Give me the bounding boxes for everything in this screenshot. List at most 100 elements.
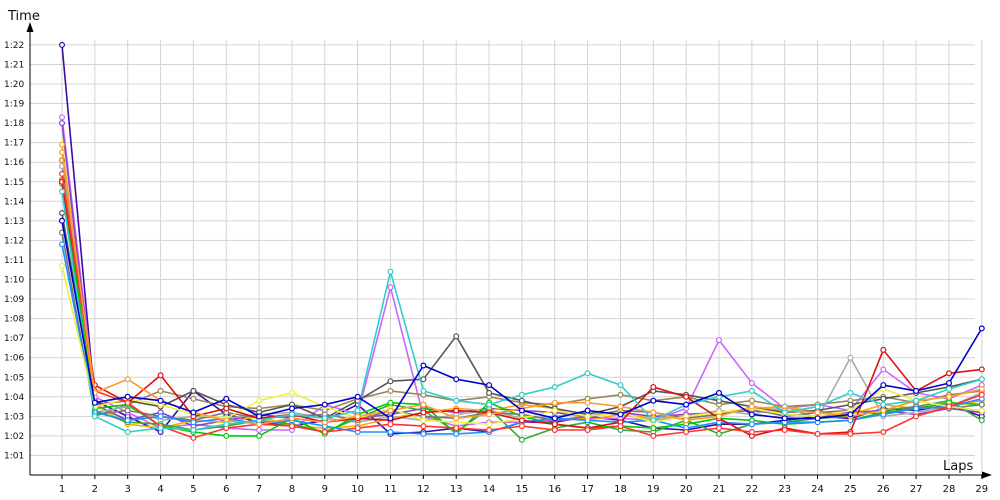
data-point <box>617 403 624 410</box>
data-point <box>486 427 493 434</box>
y-tick-label: 1:13 <box>4 217 24 227</box>
data-point <box>289 411 296 418</box>
data-point <box>551 427 558 434</box>
data-point <box>551 421 558 428</box>
data-point <box>387 399 394 406</box>
data-point <box>518 417 525 424</box>
data-point <box>190 419 197 426</box>
data-point <box>289 389 296 396</box>
y-tick-label: 1:19 <box>4 100 24 110</box>
data-point <box>223 421 230 428</box>
data-point <box>847 354 854 361</box>
x-tick-label: 29 <box>975 484 988 495</box>
data-point <box>486 411 493 418</box>
data-point <box>256 397 263 404</box>
data-point <box>913 405 920 412</box>
data-point <box>715 413 722 420</box>
x-tick-label: 10 <box>351 484 364 495</box>
data-point <box>223 432 230 439</box>
data-point <box>453 415 460 422</box>
data-point <box>748 387 755 394</box>
data-point <box>157 425 164 432</box>
data-point <box>486 401 493 408</box>
x-axis-title: Laps <box>943 459 973 474</box>
data-point <box>814 430 821 437</box>
data-point <box>617 411 624 418</box>
data-point <box>650 425 657 432</box>
data-point <box>945 393 952 400</box>
x-tick-label: 22 <box>745 484 758 495</box>
data-point <box>387 421 394 428</box>
y-tick-label: 1:17 <box>4 139 24 149</box>
data-point <box>584 413 591 420</box>
data-point <box>518 423 525 430</box>
data-point <box>124 417 131 424</box>
data-point <box>781 415 788 422</box>
data-point <box>847 401 854 408</box>
data-point <box>420 376 427 383</box>
x-tick-label: 5 <box>190 484 196 495</box>
data-point <box>847 411 854 418</box>
data-point <box>190 427 197 434</box>
data-point <box>58 41 65 48</box>
data-point <box>683 429 690 436</box>
y-tick-label: 1:03 <box>4 412 24 422</box>
data-point <box>551 399 558 406</box>
x-tick-label: 27 <box>910 484 923 495</box>
data-point <box>387 387 394 394</box>
data-point <box>880 382 887 389</box>
data-point <box>420 430 427 437</box>
y-axis-arrow <box>26 22 34 32</box>
data-point <box>650 417 657 424</box>
data-point <box>387 407 394 414</box>
data-point <box>58 170 65 177</box>
data-point <box>913 387 920 394</box>
data-point <box>978 407 985 414</box>
data-point <box>58 210 65 217</box>
data-point <box>617 423 624 430</box>
y-tick-label: 1:16 <box>4 158 24 168</box>
y-tick-label: 1:12 <box>4 236 24 246</box>
data-point <box>683 417 690 424</box>
data-point <box>223 395 230 402</box>
data-point <box>420 401 427 408</box>
data-point <box>124 399 131 406</box>
y-tick-label: 1:04 <box>4 393 24 403</box>
data-point <box>847 389 854 396</box>
y-tick-label: 1:18 <box>4 119 24 129</box>
data-point <box>617 391 624 398</box>
data-point <box>715 337 722 344</box>
y-tick-label: 1:09 <box>4 295 24 305</box>
y-tick-label: 1:20 <box>4 80 24 90</box>
data-point <box>945 380 952 387</box>
data-point <box>650 384 657 391</box>
data-point <box>453 407 460 414</box>
data-point <box>683 401 690 408</box>
y-tick-label: 1:22 <box>4 41 24 51</box>
data-point <box>453 430 460 437</box>
data-point <box>58 114 65 121</box>
data-point <box>486 389 493 396</box>
x-tick-label: 16 <box>548 484 561 495</box>
data-point <box>256 432 263 439</box>
data-point <box>781 409 788 416</box>
data-point <box>978 325 985 332</box>
data-point <box>978 376 985 383</box>
data-point <box>289 423 296 430</box>
data-point <box>453 397 460 404</box>
data-point <box>190 409 197 416</box>
x-tick-label: 4 <box>157 484 163 495</box>
y-tick-label: 1:07 <box>4 334 24 344</box>
data-point <box>387 268 394 275</box>
data-point <box>584 399 591 406</box>
data-point <box>650 432 657 439</box>
x-tick-label: 21 <box>713 484 726 495</box>
data-point <box>978 386 985 393</box>
axes <box>26 22 992 479</box>
data-point <box>617 382 624 389</box>
data-point <box>453 333 460 340</box>
data-point <box>420 417 427 424</box>
data-point <box>124 376 131 383</box>
data-point <box>650 397 657 404</box>
